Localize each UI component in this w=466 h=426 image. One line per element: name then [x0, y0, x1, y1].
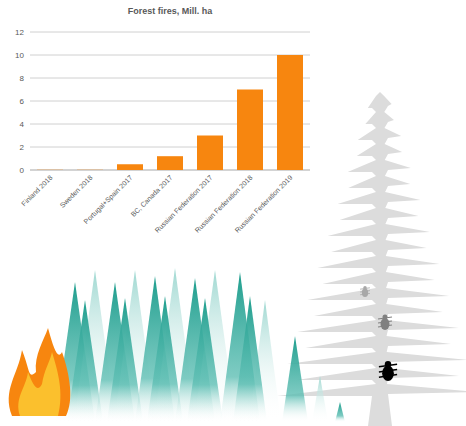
grid-line	[30, 147, 310, 148]
bar	[237, 90, 263, 171]
y-tick-label: 0	[20, 166, 25, 175]
y-tick-label: 4	[20, 120, 25, 129]
beetle	[360, 286, 370, 297]
canvas: Forest fires, Mill. ha 0 2 4 6 8 10 12 Finland 2…	[0, 0, 466, 426]
tree	[187, 298, 223, 422]
beetle-body	[382, 366, 394, 382]
y-tick-label: 6	[20, 97, 25, 106]
grid-line	[30, 55, 310, 56]
tree	[67, 300, 103, 422]
beetle	[378, 315, 392, 331]
beetle-body	[381, 318, 390, 330]
tree	[335, 402, 345, 422]
x-tick-label: Russian Federation 2019	[233, 174, 293, 234]
tree	[312, 376, 328, 422]
bar	[77, 169, 103, 170]
x-tick-label: Portugal+Spain 2017	[82, 174, 134, 226]
bars	[37, 55, 303, 170]
tree	[233, 296, 267, 422]
beetle-head	[383, 315, 388, 320]
y-tick-label: 10	[15, 51, 24, 60]
grid-line	[30, 78, 310, 79]
grid-line	[30, 32, 310, 33]
bar	[117, 164, 143, 170]
beetle-head	[385, 361, 392, 368]
beetle	[379, 361, 397, 381]
bar	[197, 136, 223, 171]
grid-line	[30, 101, 310, 102]
beetle-head	[363, 286, 367, 290]
bar	[157, 156, 183, 170]
y-tick-label: 12	[15, 28, 24, 37]
x-tick-label: Sweden 2018	[58, 174, 93, 209]
flame	[9, 328, 71, 416]
bar	[37, 169, 63, 170]
x-tick-label: Finland 2018	[20, 174, 54, 208]
flame	[18, 352, 60, 416]
y-tick-label: 2	[20, 143, 25, 152]
tree	[107, 298, 143, 422]
tree	[282, 336, 308, 422]
spruce	[277, 92, 466, 426]
beetle-body	[362, 289, 368, 297]
tree	[147, 296, 183, 422]
grid-line	[30, 124, 310, 125]
chart-title: Forest fires, Mill. ha	[128, 6, 214, 16]
bar	[277, 55, 303, 170]
y-tick-label: 8	[20, 74, 25, 83]
x-tick-label: BC, Canada 2017	[129, 174, 173, 218]
